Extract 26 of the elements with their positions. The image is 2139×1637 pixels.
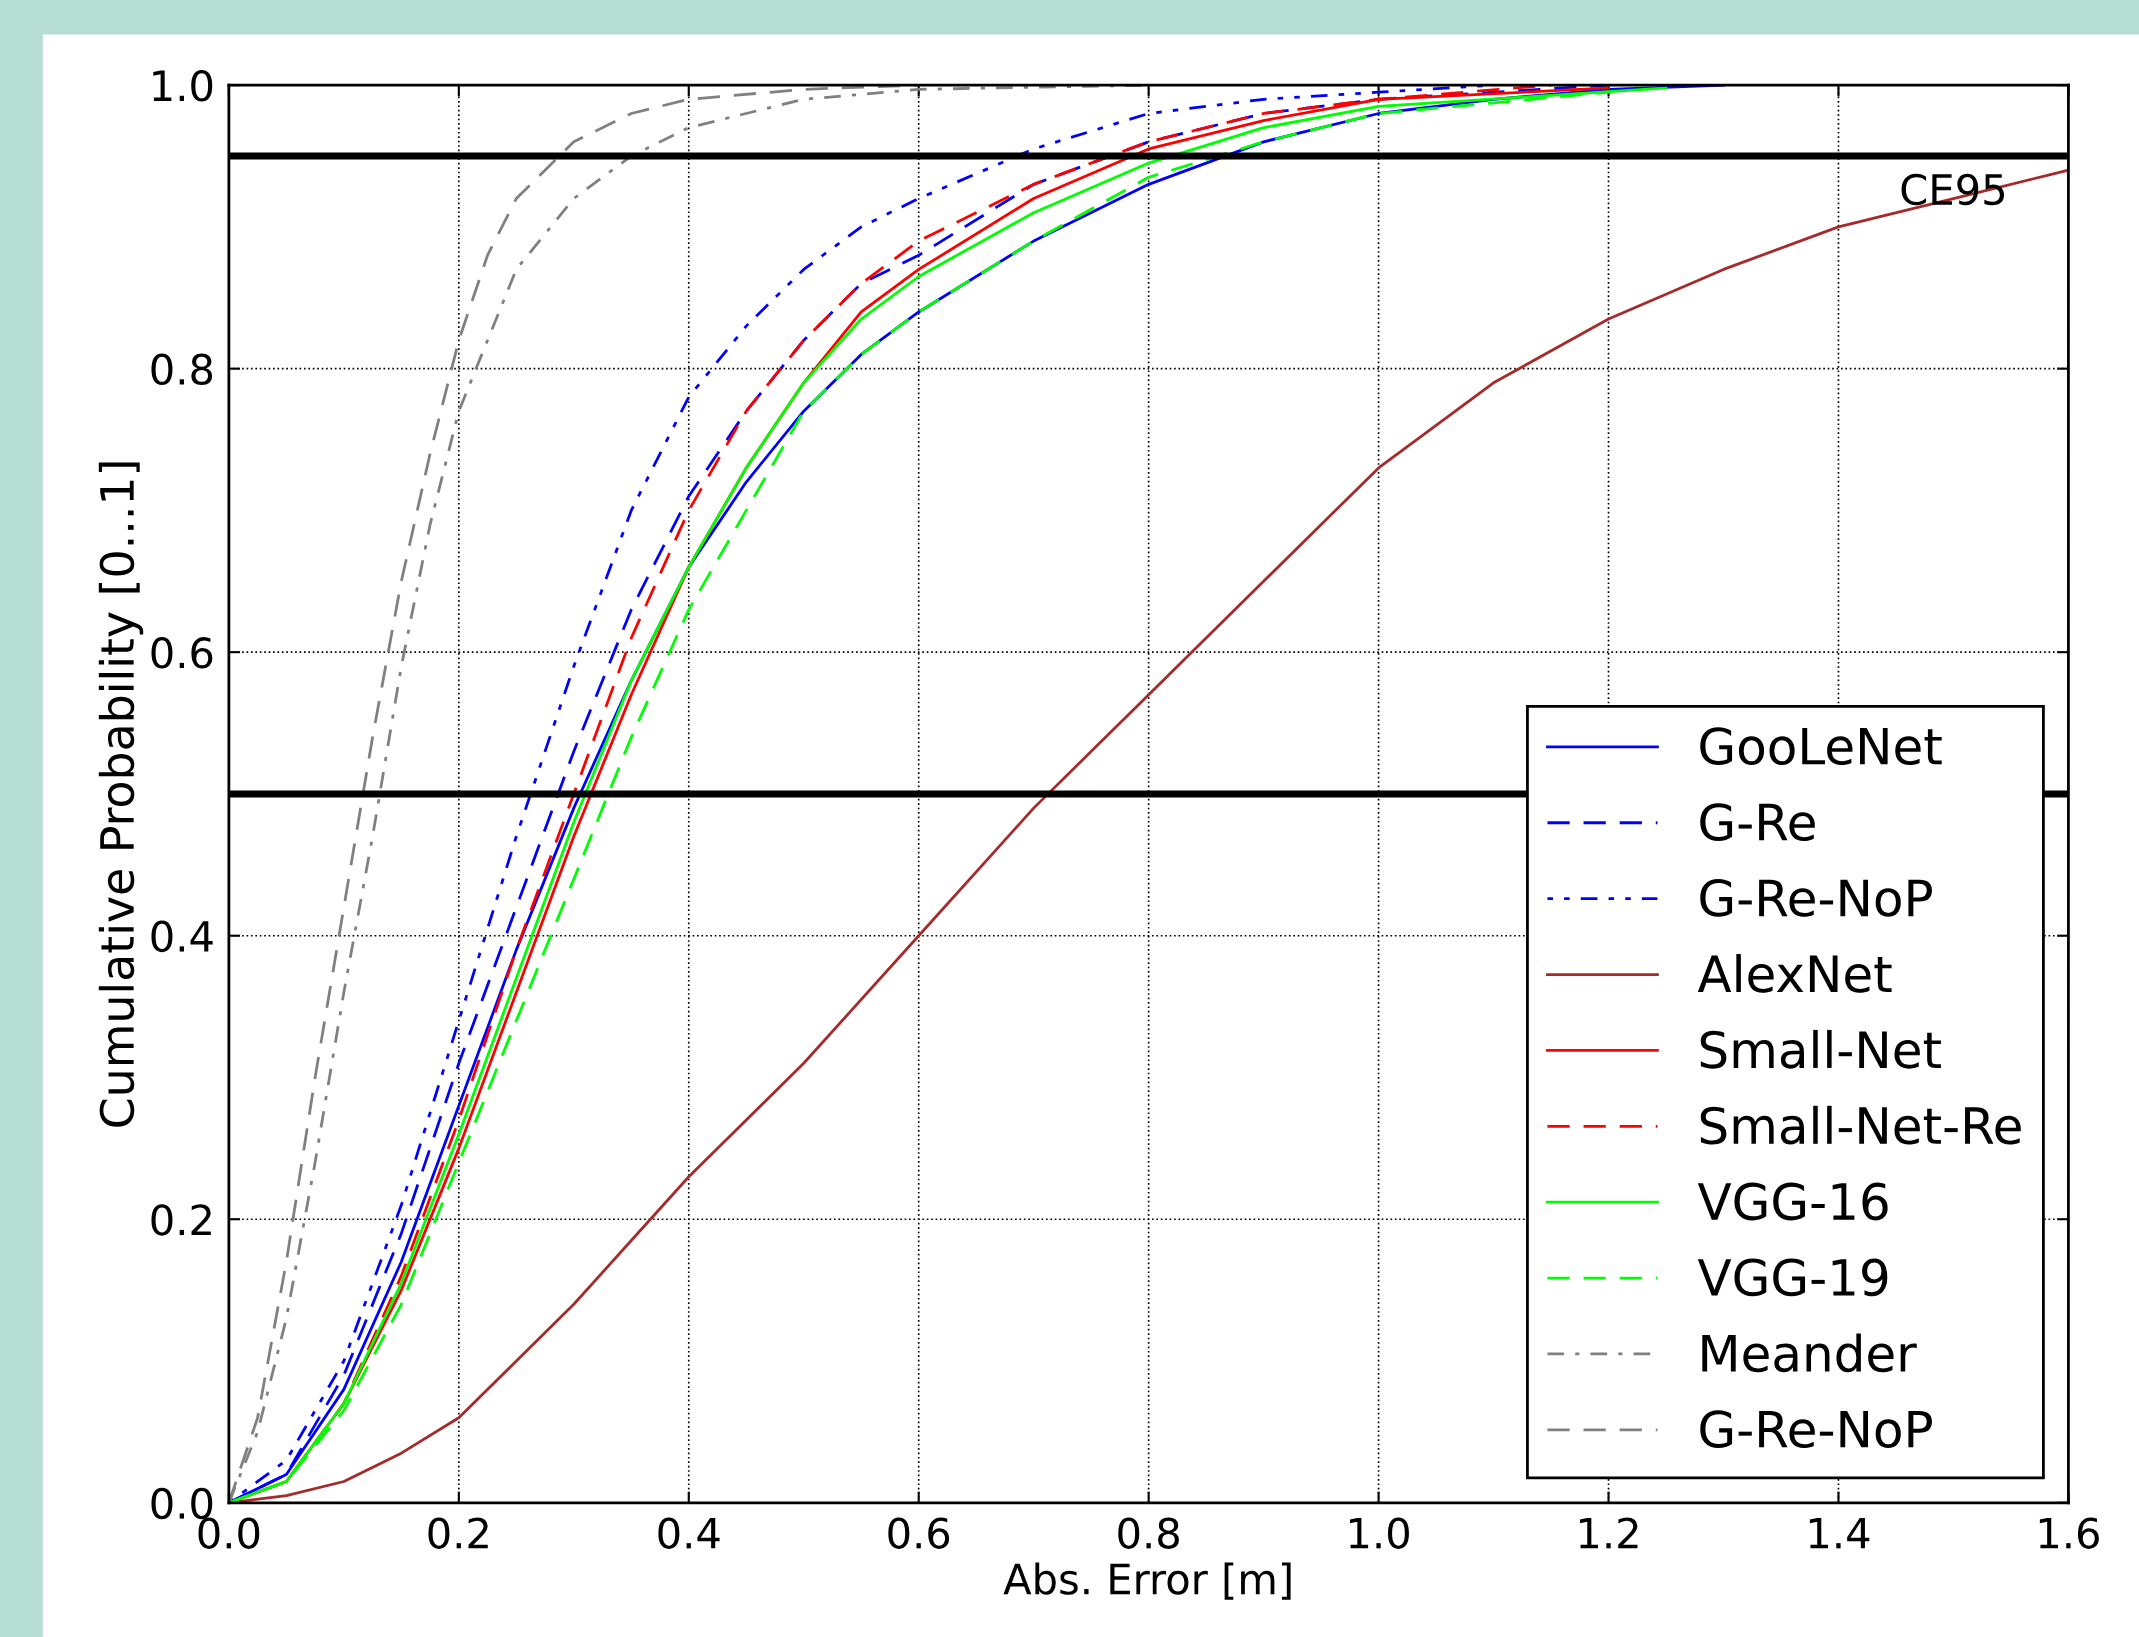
y-tick-label: 0.2	[151, 1204, 211, 1236]
legend-label: GooLeNet	[1700, 727, 1942, 766]
x-tick-label: 1.0	[1350, 1517, 1409, 1549]
legend-label: G-Re-NoP	[1700, 879, 1932, 917]
x-tick-label: 1.2	[1579, 1517, 1638, 1549]
x-tick-label: 0.2	[428, 1517, 488, 1549]
y-tick-label: 0.6	[151, 637, 213, 669]
x-tick-label: 1.6	[2039, 1517, 2099, 1549]
legend-label: Small-Net-Re	[1700, 1105, 2021, 1145]
y-axis-title: Cumulative Probability [0...1]	[98, 462, 144, 1127]
x-axis-title: Abs. Error [m]	[1003, 1562, 1291, 1600]
legend-label: G-Re-NoP	[1700, 1410, 1932, 1449]
y-tick-label: 0.4	[151, 920, 213, 953]
y-tick-label: 0.8	[151, 353, 213, 386]
legend-label: G-Re	[1700, 803, 1815, 841]
y-tick-label: 1.0	[153, 70, 213, 102]
legend-label: Small-Net	[1700, 1029, 1941, 1069]
legend-label: Meander	[1702, 1333, 1917, 1373]
legend-label: VGG-19	[1697, 1258, 1888, 1297]
legend-label: VGG-16	[1697, 1182, 1888, 1221]
x-tick-label: 1.4	[1809, 1517, 1870, 1549]
ref-line-label: CE95	[1901, 173, 2005, 206]
x-tick-label: 0.8	[1118, 1517, 1179, 1549]
legend-label: AlexNet	[1697, 954, 1892, 993]
x-tick-label: 0.6	[888, 1517, 950, 1549]
x-tick-label: 0.4	[658, 1517, 720, 1549]
